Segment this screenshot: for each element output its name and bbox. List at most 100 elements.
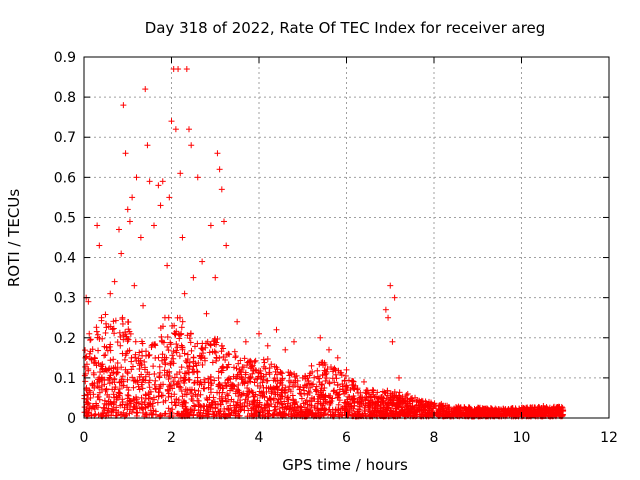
data-point — [195, 397, 202, 404]
data-point — [190, 274, 197, 281]
data-point — [249, 362, 256, 369]
data-point — [506, 411, 513, 418]
y-tick-label: 0.8 — [54, 90, 76, 106]
data-point — [298, 404, 305, 411]
data-point — [188, 396, 195, 403]
data-point — [412, 409, 419, 416]
data-point — [517, 407, 524, 414]
data-point — [115, 389, 122, 396]
data-point — [107, 400, 114, 407]
data-point — [117, 411, 124, 418]
data-point — [354, 386, 361, 393]
data-point — [103, 386, 110, 393]
data-point — [178, 412, 185, 419]
data-point — [290, 383, 297, 390]
x-tick-label: 6 — [342, 430, 351, 446]
data-point — [201, 385, 208, 392]
data-point — [176, 332, 183, 339]
data-point — [130, 404, 137, 411]
data-point — [117, 333, 124, 340]
data-point — [294, 377, 301, 384]
data-point — [248, 363, 255, 370]
data-point — [344, 412, 351, 419]
data-point — [222, 395, 229, 402]
data-point — [177, 374, 184, 381]
data-point — [107, 357, 114, 364]
data-point — [102, 352, 109, 359]
data-point — [245, 388, 252, 395]
data-point — [293, 399, 300, 406]
data-point — [133, 357, 140, 364]
data-point — [182, 376, 189, 383]
data-point — [197, 403, 204, 410]
data-point — [186, 126, 192, 133]
data-point — [186, 335, 193, 342]
data-point — [165, 347, 172, 354]
data-point — [136, 349, 143, 356]
data-point — [329, 375, 336, 382]
data-point — [361, 404, 368, 411]
data-point — [444, 406, 451, 413]
data-point — [198, 381, 205, 388]
data-point — [187, 407, 194, 414]
data-point — [88, 356, 95, 363]
data-point — [207, 222, 214, 229]
data-point — [251, 379, 258, 386]
data-point — [268, 390, 275, 397]
data-point — [245, 407, 252, 414]
data-point — [275, 399, 282, 406]
data-point — [134, 409, 141, 416]
data-point — [218, 342, 225, 349]
data-point — [81, 404, 88, 411]
data-point — [218, 186, 225, 193]
data-point — [145, 379, 152, 386]
data-point — [157, 202, 164, 209]
data-point — [191, 387, 198, 394]
data-point — [230, 382, 237, 389]
data-point — [350, 405, 357, 412]
data-point — [291, 400, 298, 407]
data-point — [212, 401, 219, 408]
data-point — [257, 376, 264, 383]
data-point — [215, 381, 222, 388]
data-point — [233, 365, 240, 372]
data-point — [187, 330, 194, 337]
data-point — [192, 403, 199, 410]
data-point — [208, 380, 215, 387]
data-point — [85, 400, 92, 407]
data-point — [326, 379, 333, 386]
data-point — [182, 399, 189, 406]
data-point — [257, 383, 264, 390]
data-point — [248, 405, 255, 412]
data-point — [228, 385, 235, 392]
data-point — [413, 408, 420, 415]
data-point — [119, 373, 126, 380]
data-point — [259, 379, 266, 386]
chart-title: Day 318 of 2022, Rate Of TEC Index for r… — [145, 19, 546, 37]
data-point — [249, 370, 256, 377]
data-point — [234, 388, 241, 395]
data-point — [164, 387, 171, 394]
data-point — [534, 406, 541, 413]
data-point — [146, 351, 153, 358]
data-point — [324, 366, 331, 373]
data-point — [216, 381, 223, 388]
data-point — [102, 366, 109, 373]
data-point — [209, 348, 216, 355]
data-point — [404, 390, 411, 397]
data-point — [183, 66, 190, 73]
data-point — [222, 356, 229, 363]
y-tick-label: 0.1 — [54, 371, 76, 387]
data-point — [227, 402, 234, 409]
data-point — [310, 381, 317, 388]
data-point — [103, 324, 110, 331]
data-point — [225, 406, 232, 413]
data-point — [252, 357, 259, 364]
data-point — [246, 375, 253, 382]
data-point — [502, 411, 509, 418]
data-point — [495, 412, 502, 419]
data-point — [118, 364, 125, 371]
data-point — [233, 375, 240, 382]
data-point — [173, 371, 180, 378]
data-point — [237, 357, 244, 364]
